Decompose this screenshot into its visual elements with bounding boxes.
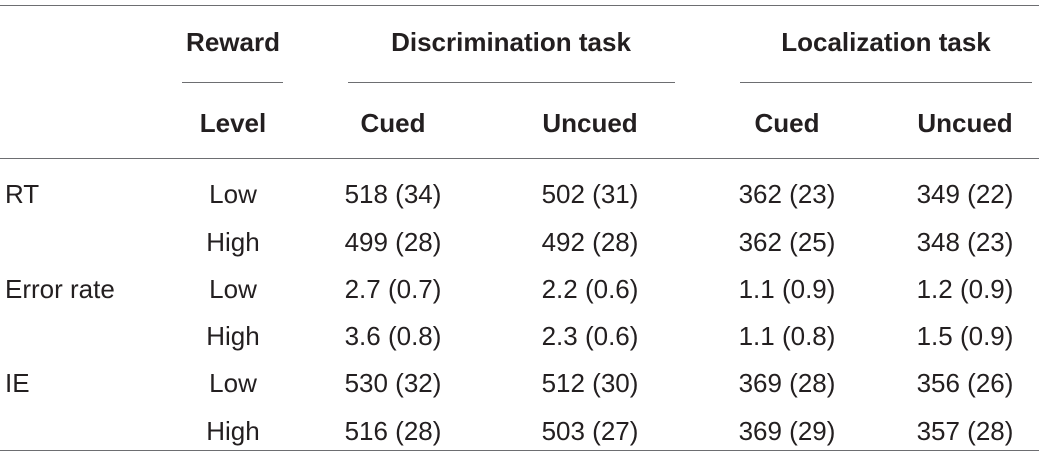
column-header: Uncued [542,108,638,138]
value-cell: 2.7 (0.7) [344,274,442,304]
level-cell: Low [209,274,257,304]
value-cell: 1.2 (0.9) [916,274,1014,304]
column-header: Cued [754,108,820,138]
value-cell: 2.2 (0.6) [541,274,639,304]
measure-label: RT [5,179,40,209]
value-cell: 502 (31) [541,179,639,209]
level-cell: High [206,321,260,351]
value-cell: 1.1 (0.9) [738,274,836,304]
value-cell: 349 (22) [916,179,1014,209]
measure-label: IE [5,368,30,398]
value-cell: 1.1 (0.8) [738,321,836,351]
level-cell: High [206,227,260,257]
group-rule [740,82,1032,83]
value-cell: 503 (27) [541,416,639,446]
bottom-rule [0,450,1039,451]
level-cell: Low [209,179,257,209]
group-header: Discrimination task [391,27,631,57]
value-cell: 369 (29) [738,416,836,446]
value-cell: 356 (26) [916,368,1014,398]
value-cell: 2.3 (0.6) [541,321,639,351]
value-cell: 1.5 (0.9) [916,321,1014,351]
value-cell: 518 (34) [344,179,442,209]
group-rule [182,82,283,83]
value-cell: 530 (32) [344,368,442,398]
value-cell: 499 (28) [344,227,442,257]
value-cell: 357 (28) [916,416,1014,446]
value-cell: 3.6 (0.8) [344,321,442,351]
group-header: Localization task [781,27,991,57]
column-header: Uncued [917,108,1013,138]
value-cell: 362 (23) [738,179,836,209]
column-header: Cued [360,108,426,138]
value-cell: 369 (28) [738,368,836,398]
group-header: Reward [186,27,280,57]
value-cell: 512 (30) [541,368,639,398]
level-cell: High [206,416,260,446]
value-cell: 492 (28) [541,227,639,257]
measure-label: Error rate [5,274,115,304]
value-cell: 516 (28) [344,416,442,446]
top-rule [0,5,1039,6]
level-cell: Low [209,368,257,398]
value-cell: 348 (23) [916,227,1014,257]
value-cell: 362 (25) [738,227,836,257]
header-rule [0,158,1039,159]
column-header: Level [199,108,267,138]
group-rule [348,82,675,83]
